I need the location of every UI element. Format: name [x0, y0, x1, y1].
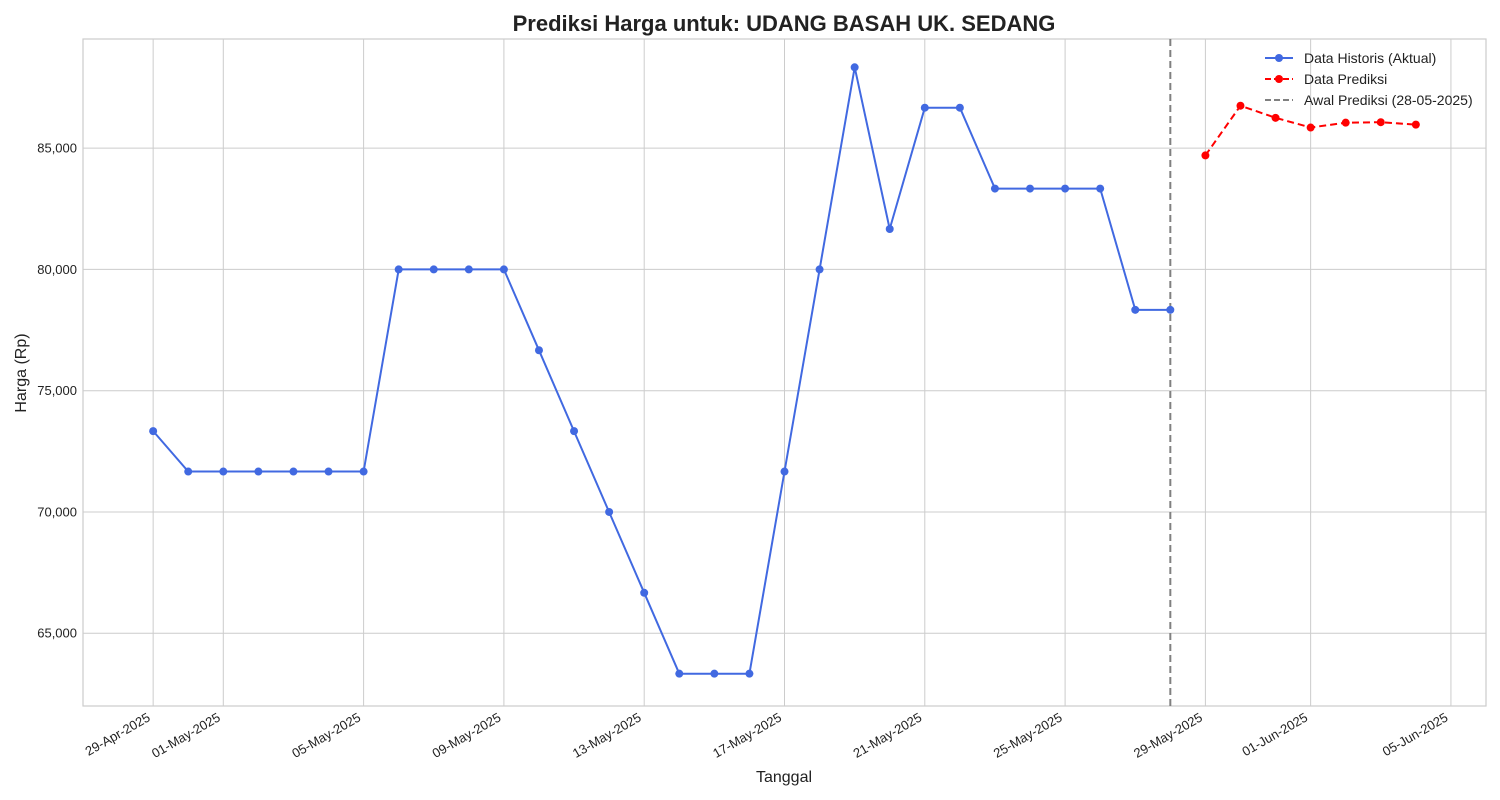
series-group: [149, 63, 1420, 678]
data-point: [1201, 151, 1210, 160]
data-point: [1166, 305, 1175, 314]
data-point: [1026, 184, 1035, 193]
data-point: [1411, 120, 1420, 129]
chart-title: Prediksi Harga untuk: UDANG BASAH UK. SE…: [513, 11, 1056, 36]
data-point: [1131, 305, 1140, 314]
data-point: [1306, 123, 1315, 132]
legend-marker: [1275, 75, 1283, 83]
legend: Data Historis (Aktual) Data Prediksi Awal …: [1265, 50, 1473, 108]
data-point: [289, 467, 298, 476]
data-point: [149, 427, 158, 436]
data-point: [324, 467, 333, 476]
data-point: [1341, 118, 1350, 127]
data-point: [1376, 118, 1385, 127]
y-axis-title: Harga (Rp): [13, 333, 30, 412]
data-point: [394, 265, 403, 274]
data-point: [254, 467, 263, 476]
series-line: [152, 66, 1171, 675]
data-point: [710, 669, 719, 678]
x-tick-label: 01-Jun-2025: [1239, 710, 1310, 759]
x-tick-label: 21-May-2025: [850, 710, 924, 761]
y-tick-label: 75,000: [37, 383, 77, 398]
y-tick-label: 85,000: [37, 141, 77, 156]
data-point: [815, 265, 824, 274]
x-tick-label: 25-May-2025: [991, 710, 1065, 761]
data-point: [464, 265, 473, 274]
x-tick-label: 17-May-2025: [710, 710, 784, 761]
data-point: [920, 103, 929, 112]
x-tick-label: 13-May-2025: [570, 710, 644, 761]
data-point: [534, 346, 543, 355]
data-point: [570, 427, 579, 436]
data-point: [359, 467, 368, 476]
data-point: [499, 265, 508, 274]
data-point: [1061, 184, 1070, 193]
y-tick-label: 70,000: [37, 504, 77, 519]
data-point: [219, 467, 228, 476]
data-point: [605, 507, 614, 516]
x-axis-title: Tanggal: [756, 769, 812, 786]
data-point: [1236, 101, 1245, 110]
data-point: [955, 103, 964, 112]
legend-marker: [1275, 54, 1283, 62]
x-tick-label: 29-Apr-2025: [83, 710, 153, 759]
plot-area: [82, 38, 1487, 707]
data-point: [184, 467, 193, 476]
x-tick-label: 01-May-2025: [149, 710, 223, 761]
data-point: [675, 669, 684, 678]
legend-label: Data Prediksi: [1304, 71, 1387, 87]
x-tick-label: 05-Jun-2025: [1380, 710, 1451, 759]
legend-label: Awal Prediksi (28-05-2025): [1304, 92, 1473, 108]
data-point: [1096, 184, 1105, 193]
data-point: [780, 467, 789, 476]
data-point: [429, 265, 438, 274]
data-point: [885, 224, 894, 233]
data-point: [850, 63, 859, 72]
grid: [83, 39, 1486, 706]
y-axis: 65,000 70,000 75,000 80,000 85,000: [37, 141, 77, 641]
data-point: [1271, 113, 1280, 122]
data-point: [745, 669, 754, 678]
y-tick-label: 80,000: [37, 262, 77, 277]
data-point: [640, 588, 649, 597]
x-tick-label: 09-May-2025: [430, 710, 504, 761]
legend-label: Data Historis (Aktual): [1304, 50, 1436, 66]
x-tick-label: 29-May-2025: [1131, 710, 1205, 761]
x-tick-label: 05-May-2025: [289, 710, 363, 761]
data-point: [990, 184, 999, 193]
y-tick-label: 65,000: [37, 626, 77, 641]
